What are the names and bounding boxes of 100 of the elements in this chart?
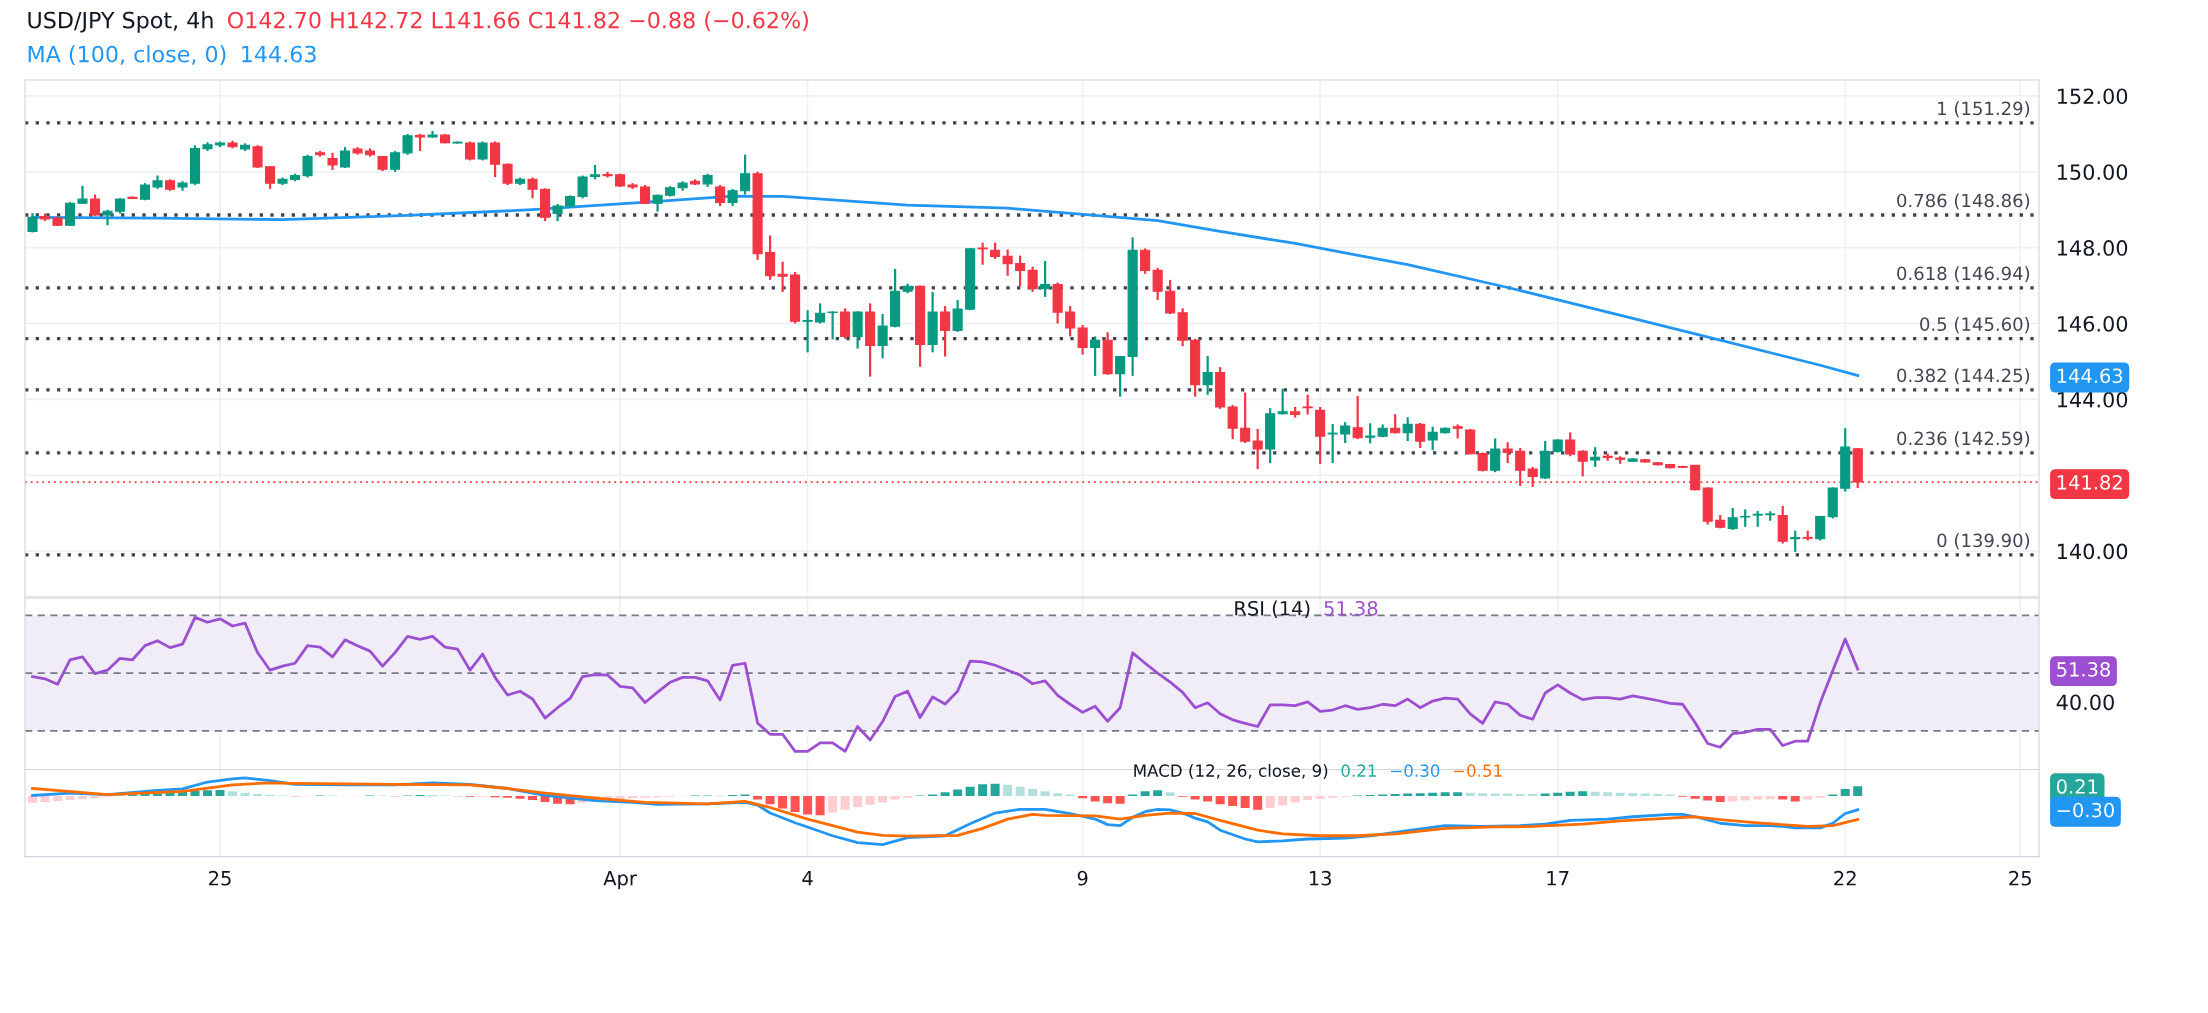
y-tick-label: 141.82 [2057, 475, 2122, 490]
bar [53, 795, 62, 801]
bar [815, 795, 825, 816]
text: MA (100, close, 0) [28, 45, 226, 66]
bar [1790, 795, 1800, 802]
bar [1190, 795, 1200, 800]
bar [1803, 795, 1813, 800]
annotation: 51.38 [1324, 600, 1378, 616]
bar [1690, 795, 1700, 799]
x-tick-label: 13 [1309, 870, 1331, 886]
bar [1203, 795, 1213, 802]
candlestick [715, 183, 726, 208]
candlestick [389, 149, 401, 173]
bar [1278, 795, 1288, 806]
candlestick [1002, 248, 1013, 277]
bar [1215, 795, 1225, 805]
candlestick [264, 164, 276, 190]
candlestick [527, 176, 538, 200]
ref-line-label: 0 (139.90) [1937, 533, 2030, 550]
x-tick-label: 25 [209, 870, 231, 886]
y-tick-label: 40.00 [2056, 694, 2114, 711]
bar [803, 795, 813, 815]
bar [1228, 795, 1238, 807]
bar [1253, 795, 1263, 810]
candlestick [1815, 514, 1826, 542]
bar [965, 786, 975, 796]
bar [40, 795, 50, 802]
bar [1853, 786, 1863, 796]
y-tick-label: 0.21 [2056, 779, 2098, 794]
bar [1053, 793, 1063, 796]
candlestick [1202, 354, 1213, 396]
annotation: −0.30 [1391, 764, 1440, 777]
ref-line-label: 0.236 (142.59) [1897, 431, 2030, 448]
bar [28, 795, 37, 803]
candlestick [1352, 394, 1363, 441]
chart-title: USD/JPY Spot, 4h [28, 11, 213, 33]
bar [1703, 795, 1713, 801]
candlestick [1502, 441, 1513, 465]
candlestick [1490, 437, 1501, 474]
bar [203, 790, 213, 796]
bar [890, 795, 900, 800]
y-tick-label: 146.00 [2057, 315, 2128, 332]
ref-line-label: 0.5 (145.60) [1920, 317, 2030, 334]
bar [1465, 792, 1475, 796]
bar [228, 791, 238, 796]
x-tick-label: 4 [802, 871, 813, 886]
candlestick [1327, 422, 1338, 465]
bar [1140, 791, 1150, 796]
y-tick-label: −0.30 [2057, 802, 2114, 818]
candlestick [1427, 425, 1438, 452]
bar [1715, 795, 1725, 802]
x-tick-label: Apr [603, 871, 637, 890]
bar [1103, 795, 1113, 804]
bar [765, 795, 775, 805]
bar [1290, 795, 1300, 803]
bar [1428, 792, 1438, 796]
candlestick [302, 153, 313, 179]
candlestick [765, 234, 776, 282]
bar [1015, 786, 1025, 796]
bar [1590, 791, 1600, 796]
candlestick [952, 298, 963, 333]
bar [865, 795, 875, 805]
bar [215, 789, 225, 796]
bar [1753, 795, 1763, 800]
candlestick [1277, 387, 1288, 416]
bar [1553, 792, 1563, 796]
bar [1415, 793, 1425, 796]
candlestick [1302, 393, 1313, 416]
candlestick [402, 132, 413, 156]
candlestick [1040, 259, 1051, 299]
bar [1740, 795, 1750, 801]
bar [1578, 791, 1588, 796]
y-tick-label: 152.00 [2057, 88, 2128, 105]
candlestick [1015, 254, 1026, 288]
bar [753, 795, 763, 800]
candlestick [940, 304, 951, 358]
bar [1303, 795, 1313, 801]
candlestick [802, 309, 813, 354]
bar [1628, 793, 1638, 796]
bar [790, 795, 800, 813]
bar [1453, 792, 1463, 796]
candlestick [1577, 449, 1588, 478]
bar [1003, 784, 1013, 796]
bar [615, 795, 625, 800]
bar [990, 783, 1000, 796]
y-tick-label: 150.00 [2057, 164, 2128, 180]
y-tick-label: 51.38 [2057, 662, 2110, 677]
candlestick [1402, 416, 1413, 443]
candlestick [1140, 247, 1151, 275]
bar [240, 792, 250, 796]
candlestick [777, 260, 788, 294]
chart-title: RSI (14) [1235, 600, 1310, 618]
candlestick [740, 153, 751, 196]
candlestick [1227, 403, 1238, 441]
bar [778, 795, 788, 809]
x-tick-label: 22 [1834, 870, 1856, 886]
candlestick [977, 241, 988, 266]
candlestick [1090, 335, 1101, 377]
ref-line-label: 0.618 (146.94) [1897, 266, 2030, 283]
candlestick [1590, 446, 1601, 469]
